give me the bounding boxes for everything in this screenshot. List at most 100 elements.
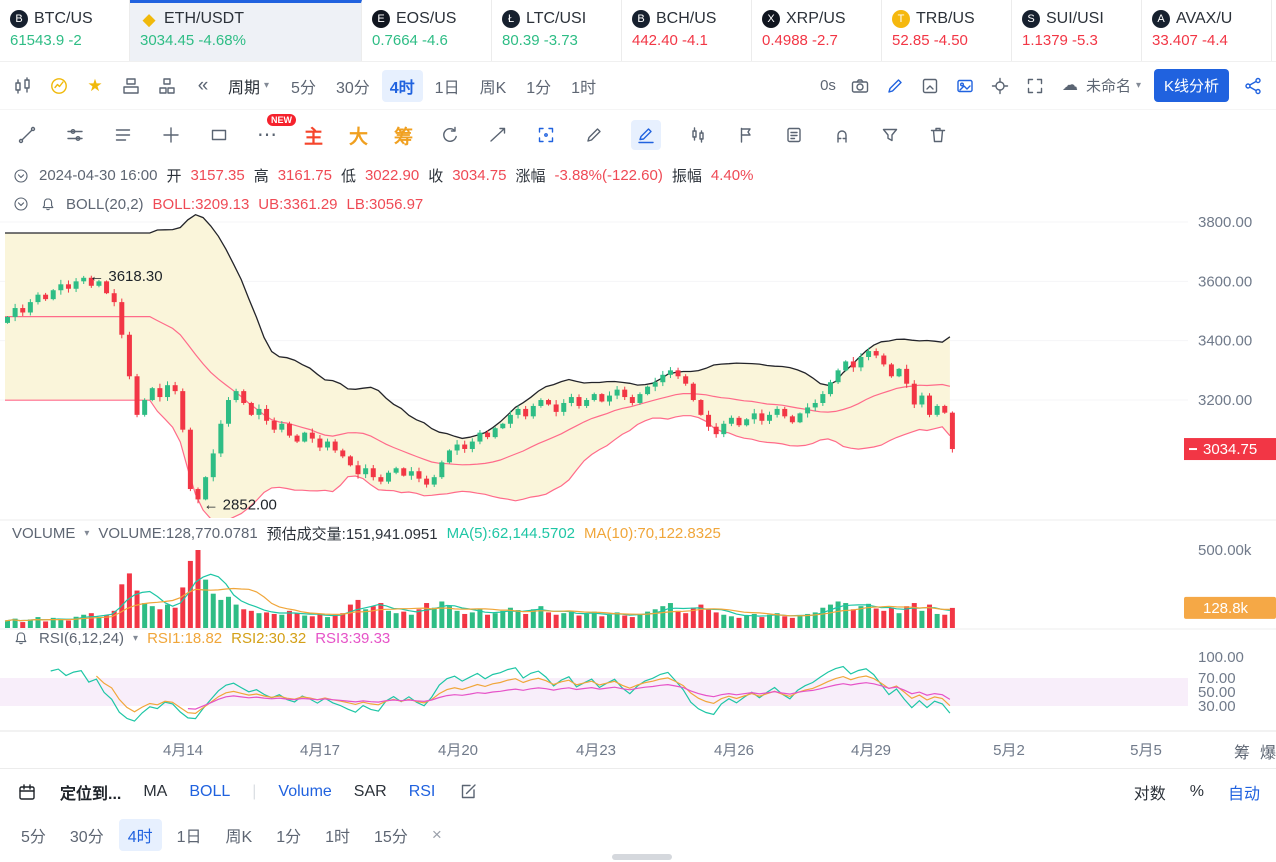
- bottom-tab-15分[interactable]: 15分: [374, 829, 408, 846]
- indicator-RSI[interactable]: RSI: [408, 783, 436, 800]
- indicator-MA[interactable]: MA: [143, 783, 168, 800]
- timeframe-5分[interactable]: 5分: [291, 79, 316, 97]
- scale-自动[interactable]: 自动: [1227, 786, 1260, 803]
- select-region-icon[interactable]: [535, 124, 557, 146]
- pencil-tool-icon[interactable]: [583, 124, 605, 146]
- layout-selector[interactable]: ☁ 未命名 ▾: [1059, 75, 1141, 97]
- ticker-tab-LTC/USI[interactable]: Ł LTC/USI 80.39 -3.73: [492, 0, 622, 61]
- magnet-icon[interactable]: [831, 124, 853, 146]
- calendar-icon[interactable]: [16, 781, 38, 803]
- axis-button-筹[interactable]: 筹: [1234, 745, 1251, 762]
- open-value: 3157.35: [190, 167, 245, 184]
- ticker-tab-EOS/US[interactable]: E EOS/US 0.7664 -4.6: [362, 0, 492, 61]
- main-chart-button[interactable]: 主: [304, 126, 324, 148]
- camera-icon[interactable]: [849, 75, 871, 97]
- bch-icon: B: [632, 10, 650, 28]
- vip-star-icon[interactable]: ★: [87, 76, 103, 95]
- image-icon[interactable]: [954, 75, 976, 97]
- drawing-toolbar: ⋯ NEW 主 大 筹: [0, 110, 1276, 160]
- open-label: 开: [166, 168, 182, 185]
- adjust-tool-icon[interactable]: [64, 124, 86, 146]
- list-tool-icon[interactable]: [112, 124, 134, 146]
- timeframe-list: 5分 30分 4时 1日 周K 1分 1时: [283, 69, 604, 102]
- ticker-tab-ETH/USDT[interactable]: ◆ ETH/USDT 3034.45 -4.68%: [130, 0, 362, 61]
- order-note-icon[interactable]: [783, 124, 805, 146]
- bottom-tab-1时[interactable]: 1时: [325, 829, 351, 846]
- timeframe-30分[interactable]: 30分: [335, 79, 370, 97]
- trb-icon: T: [892, 10, 910, 28]
- timeframe-1时[interactable]: 1时: [571, 79, 597, 97]
- scale-%[interactable]: %: [1189, 783, 1204, 800]
- bottom-tab-1日[interactable]: 1日: [176, 829, 202, 846]
- svg-text:← 2852.00: ← 2852.00: [204, 496, 277, 513]
- flag-tool-icon[interactable]: [735, 124, 757, 146]
- volume-ma5-value: MA(5):62,144.5702: [446, 525, 576, 542]
- trendline-tool-icon[interactable]: [16, 124, 38, 146]
- indicator-BOLL[interactable]: BOLL: [189, 783, 231, 800]
- ticker-tab-BCH/US[interactable]: B BCH/US 442.40 -4.1: [622, 0, 752, 61]
- settings-icon[interactable]: [989, 75, 1011, 97]
- axis-button-爆[interactable]: 爆: [1260, 745, 1276, 762]
- kline-style-icon[interactable]: [12, 75, 34, 97]
- timeframe-4时[interactable]: 4时: [381, 69, 423, 102]
- close-tab-icon[interactable]: ×: [431, 825, 442, 844]
- timeframe-1日[interactable]: 1日: [434, 79, 460, 97]
- share-icon[interactable]: [1242, 75, 1264, 97]
- ticker-tab-SUI/USI[interactable]: S SUI/USI 1.1379 -5.3: [1012, 0, 1142, 61]
- measure-icon[interactable]: [487, 124, 509, 146]
- svg-text:500.00k: 500.00k: [1198, 542, 1252, 559]
- collapse-circle-icon[interactable]: [12, 195, 30, 213]
- ticker-tab-TRB/US[interactable]: T TRB/US 52.85 -4.50: [882, 0, 1012, 61]
- bottom-tab-1分[interactable]: 1分: [276, 829, 302, 846]
- chip-button[interactable]: 筹: [394, 126, 414, 148]
- locate-button[interactable]: 定位到...: [60, 786, 122, 803]
- change-value: -3.88%(-122.60): [554, 167, 663, 184]
- compare-icon[interactable]: [120, 75, 142, 97]
- timeframe-周K[interactable]: 周K: [479, 79, 507, 97]
- scale-对数[interactable]: 对数: [1133, 786, 1166, 803]
- pattern-tool-icon[interactable]: [687, 124, 709, 146]
- timeframe-1分[interactable]: 1分: [526, 79, 552, 97]
- edit-indicator-icon[interactable]: [457, 781, 479, 803]
- refresh-draw-icon[interactable]: [439, 124, 461, 146]
- rsi-name[interactable]: RSI(6,12,24): [39, 629, 125, 647]
- volume-name[interactable]: VOLUME: [12, 525, 76, 542]
- boll-name: BOLL(20,2): [66, 195, 144, 213]
- amplitude-value: 4.40%: [710, 167, 754, 184]
- chevron-down-icon: ▾: [1135, 80, 1141, 91]
- chevron-down-icon[interactable]: ▾: [133, 632, 139, 644]
- more-tools-icon[interactable]: ⋯: [257, 124, 277, 146]
- ticker-tab-BTC/US[interactable]: B BTC/US 61543.9 -2: [0, 0, 130, 61]
- ticker-symbol: AVAX/U: [1176, 10, 1233, 27]
- crosshair-tool-icon[interactable]: [160, 124, 182, 146]
- indicator-Volume[interactable]: Volume: [278, 783, 332, 800]
- bottom-tab-周K[interactable]: 周K: [225, 829, 253, 846]
- scrollbar-handle[interactable]: [612, 854, 672, 860]
- bottom-tab-5分[interactable]: 5分: [21, 829, 46, 846]
- chevron-down-icon[interactable]: ▾: [84, 528, 90, 539]
- delete-icon[interactable]: [927, 124, 949, 146]
- period-dropdown[interactable]: 周期 ▾: [228, 74, 269, 98]
- collapse-circle-icon[interactable]: [12, 167, 30, 185]
- indicator-template-icon[interactable]: [48, 75, 70, 97]
- time-axis[interactable]: 4月14 4月17 4月20 4月23 4月26 4月29 5月2 5月5 筹爆: [0, 732, 1276, 768]
- layout-grid-icon[interactable]: [156, 75, 178, 97]
- ticker-tab-XRP/US[interactable]: X XRP/US 0.4988 -2.7: [752, 0, 882, 61]
- ticker-tab-AVAX/U[interactable]: A AVAX/U 33.407 -4.4: [1142, 0, 1272, 61]
- big-chart-button[interactable]: 大: [349, 126, 369, 148]
- highlighter-tool-icon[interactable]: [631, 120, 662, 150]
- indicator-SAR[interactable]: SAR: [353, 783, 387, 800]
- collapse-left-icon[interactable]: «: [197, 75, 209, 96]
- bottom-tab-30分[interactable]: 30分: [69, 829, 104, 846]
- bottom-tab-4时[interactable]: 4时: [118, 819, 162, 851]
- screenshot-icon[interactable]: [919, 75, 941, 97]
- ticker-symbol: TRB/US: [916, 10, 975, 27]
- draw-pen-icon[interactable]: [884, 75, 906, 97]
- rectangle-tool-icon[interactable]: [208, 124, 230, 146]
- alert-bell-icon[interactable]: [12, 629, 30, 647]
- filter-icon[interactable]: [879, 124, 901, 146]
- kline-analysis-button[interactable]: K线分析: [1153, 69, 1229, 102]
- alert-bell-icon[interactable]: [39, 195, 57, 213]
- fullscreen-icon[interactable]: [1024, 75, 1046, 97]
